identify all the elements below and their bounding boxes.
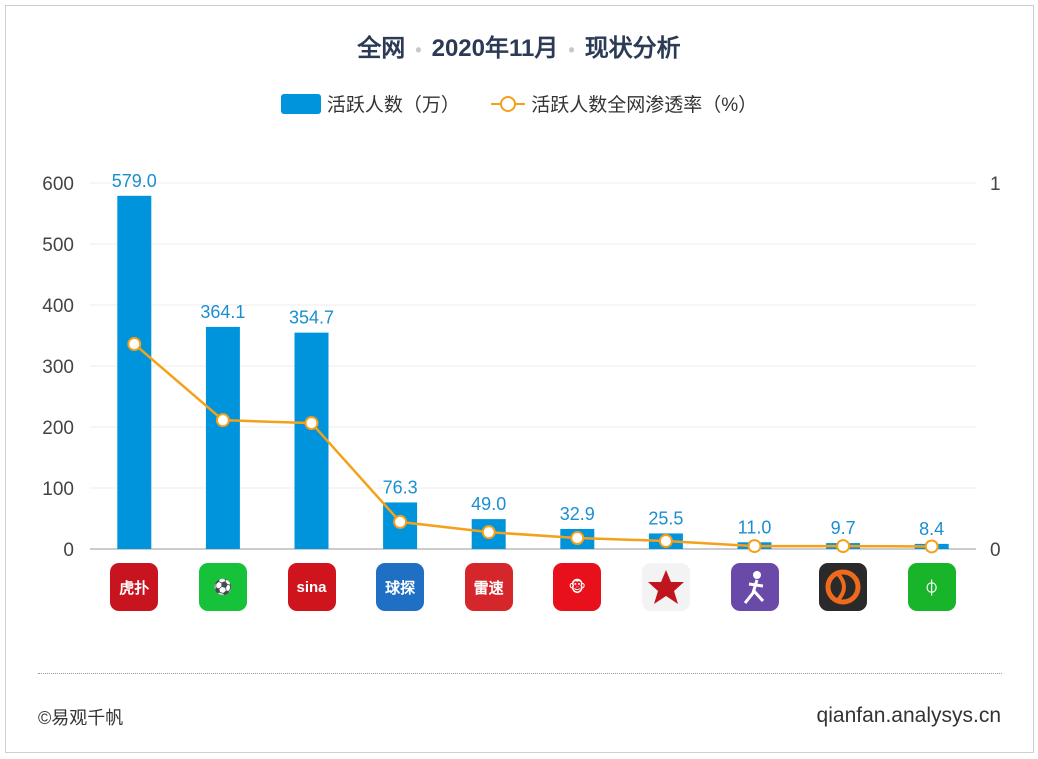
bar	[205, 326, 240, 549]
legend-item-bar[interactable]: 活跃人数（万）	[280, 90, 460, 117]
line-swatch-icon	[491, 95, 526, 112]
qiutan-icon: 球探	[376, 563, 425, 611]
line-point	[836, 539, 851, 554]
y-right-tick-label: 1	[990, 174, 1001, 195]
bar-value-label: 25.5	[648, 508, 683, 528]
title-scope: 全网	[357, 35, 406, 62]
bar-value-label: 354.7	[289, 308, 334, 328]
bar-value-label: 76.3	[383, 477, 418, 497]
sina-sports-icon: sina	[287, 563, 336, 611]
football-player-icon	[730, 563, 779, 611]
bar-swatch-icon	[280, 93, 321, 114]
line-point	[127, 337, 142, 352]
line-point	[924, 539, 939, 554]
orange-ball-icon	[819, 563, 868, 611]
legend-item-line[interactable]: 活跃人数全网渗透率（%）	[489, 90, 757, 117]
copyright: ©易观千帆	[38, 708, 124, 728]
green-field-icon: ⏀	[907, 563, 956, 611]
title-date: 2020年11月	[431, 35, 559, 62]
hupu-icon: 虎扑	[110, 563, 159, 611]
line-point	[304, 416, 319, 431]
line-point	[658, 533, 673, 548]
bar-value-label: 8.4	[919, 519, 944, 539]
title-topic: 现状分析	[584, 35, 681, 62]
bar-value-label: 364.1	[200, 302, 245, 322]
line-point	[481, 525, 496, 540]
line-point	[215, 413, 230, 428]
bar	[294, 332, 329, 549]
dongqiudi-icon: ⚽	[198, 563, 247, 611]
y-left-tick-label: 100	[42, 479, 74, 500]
basketball-logo-icon	[641, 563, 690, 611]
bar-value-label: 9.7	[831, 518, 856, 538]
bar-value-label: 32.9	[560, 504, 595, 524]
y-right-tick-label: 0	[990, 540, 1001, 561]
y-left-tick-label: 200	[42, 418, 74, 439]
line-point	[393, 514, 408, 529]
line-point	[570, 531, 585, 546]
bar-value-label: 11.0	[738, 517, 772, 537]
y-left-tick-label: 0	[63, 540, 74, 561]
line-series	[133, 343, 932, 548]
y-left-tick-label: 400	[42, 296, 74, 317]
bar-value-label: 579.0	[112, 171, 157, 191]
line-point	[747, 539, 762, 554]
legend: 活跃人数（万） 活跃人数全网渗透率（%）	[0, 90, 1038, 120]
y-left-tick-label: 500	[42, 235, 74, 256]
bar-value-label: 49.0	[471, 494, 506, 514]
monkey-app-icon: 🐵	[553, 563, 602, 611]
leisu-icon: 雷速	[464, 563, 513, 611]
chart-plot: 0 100 200 300 400 500 600 0 1 579.0 364.1 354.7 76.3…	[42, 171, 1001, 561]
bar	[117, 195, 152, 549]
site-url[interactable]: qianfan.analysys.cn	[816, 704, 1001, 727]
divider	[38, 673, 1002, 674]
y-left-tick-label: 300	[42, 357, 74, 378]
y-left-tick-label: 600	[42, 174, 74, 195]
chart-title: 全网 • 2020年11月 • 现状分析	[357, 35, 681, 62]
legend-label: 活跃人数（万）	[326, 95, 460, 116]
legend-label: 活跃人数全网渗透率（%）	[531, 95, 758, 116]
